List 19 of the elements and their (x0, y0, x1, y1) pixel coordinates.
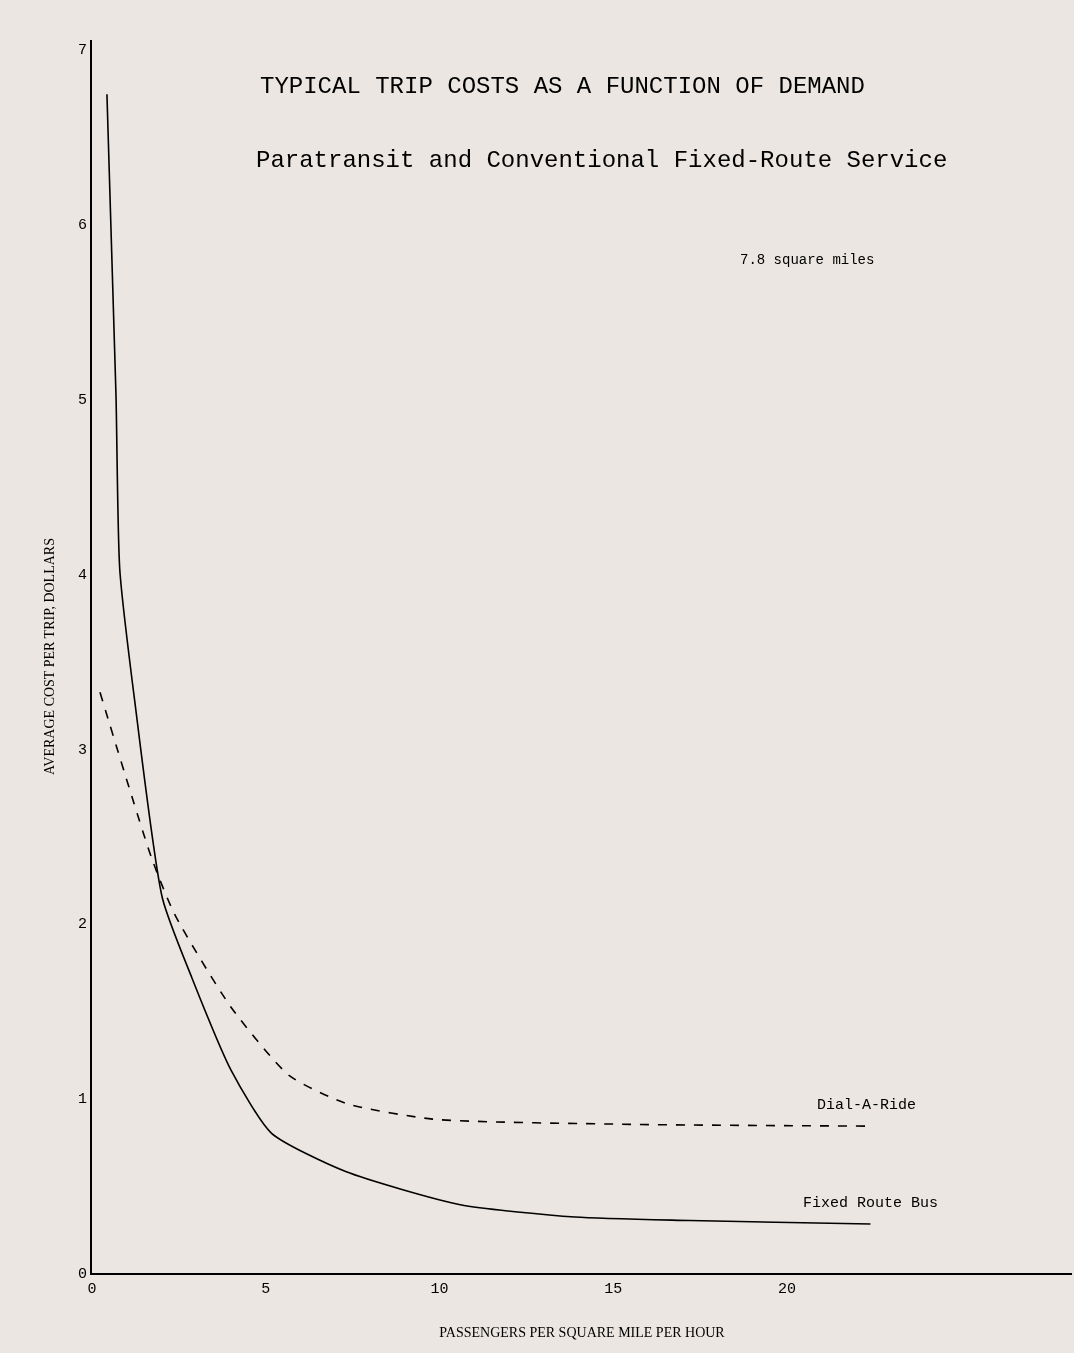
y-tick-label: 7 (77, 41, 87, 59)
y-tick-label: 3 (77, 741, 87, 759)
y-tick-label: 0 (77, 1266, 87, 1284)
text: TYPICAL TRIP COSTS AS A FUNCTION OF DEMAND (260, 73, 865, 100)
y-axis-title: AVERAGE COST PER TRIP, DOLLARS (42, 538, 58, 775)
y-tick-label: 6 (77, 216, 87, 234)
y-tick-label: 5 (77, 391, 87, 409)
y-tick-label: 1 (77, 1091, 87, 1109)
x-axis-title: PASSENGERS PER SQUARE MILE PER HOUR (439, 1324, 726, 1340)
annotation: 7.8 square miles (740, 252, 875, 268)
x-tick-label: 5 (261, 1281, 271, 1298)
series-label: Fixed Route Bus (803, 1195, 939, 1212)
text: Paratransit and Conventional Fixed-Route Service (256, 147, 948, 174)
y-tick-label: 2 (77, 916, 87, 934)
series-label: Dial-A-Ride (817, 1097, 917, 1114)
x-tick-label: 15 (604, 1281, 623, 1298)
x-tick-label: 20 (778, 1281, 797, 1298)
y-tick-label: 4 (77, 566, 87, 584)
x-tick-label: 10 (430, 1281, 449, 1298)
